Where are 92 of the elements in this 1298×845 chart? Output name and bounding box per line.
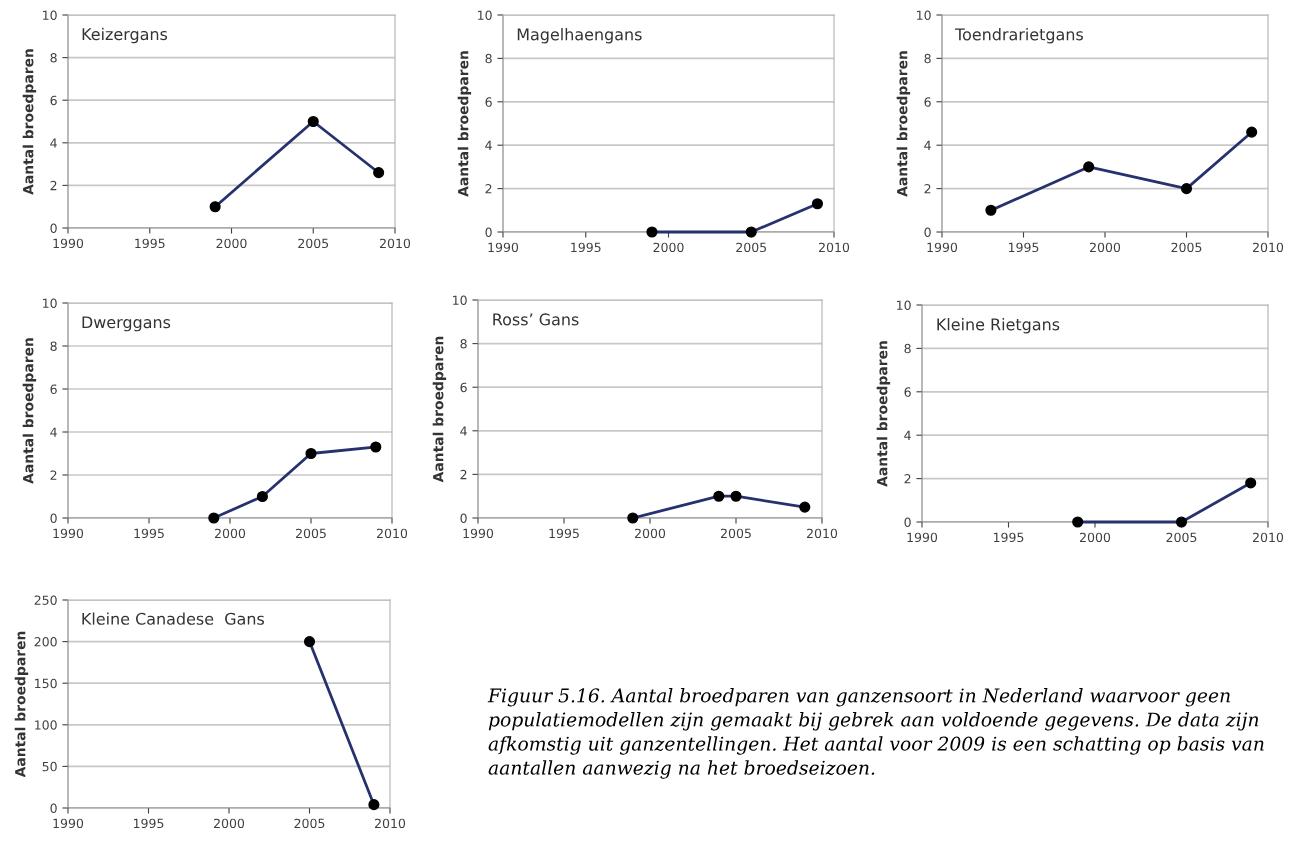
y-tick-label: 0 — [904, 517, 911, 527]
y-axis-title: Aantal broedparen — [876, 341, 891, 487]
x-tick-label: 1990 — [927, 242, 958, 253]
x-tick-label: 1990 — [53, 238, 84, 249]
y-axis-title: Aantal broedparen — [22, 338, 37, 484]
y-tick-label: 250 — [34, 595, 57, 605]
x-tick-label: 1995 — [993, 532, 1024, 543]
x-tick-label: 2005 — [298, 238, 329, 249]
y-tick-label: 10 — [43, 10, 57, 20]
y-tick-label: 8 — [50, 53, 57, 63]
x-tick-label: 2010 — [1253, 242, 1284, 253]
y-tick-label: 2 — [485, 184, 492, 194]
y-tick-label: 4 — [50, 427, 57, 437]
y-tick-label: 6 — [50, 384, 57, 394]
x-tick-label: 2005 — [296, 528, 326, 539]
x-tick-label: 1995 — [133, 818, 164, 829]
y-tick-label: 8 — [50, 341, 57, 351]
y-tick-label: 8 — [485, 53, 492, 64]
y-tick-label: 100 — [35, 720, 57, 730]
y-tick-label: 4 — [924, 140, 931, 150]
x-tick-label: 2000 — [214, 818, 245, 829]
x-tick-label: 1995 — [549, 528, 579, 539]
x-tick-label: 2000 — [1090, 242, 1121, 253]
y-tick-label: 0 — [460, 513, 467, 523]
x-tick-label: 1995 — [134, 528, 164, 539]
y-axis-title: Aantal broedparen — [457, 51, 472, 197]
y-tick-label: 0 — [50, 803, 57, 813]
text: Keizergans — [82, 27, 168, 44]
x-tick-label: 2005 — [736, 242, 767, 253]
x-tick-label: 1995 — [135, 238, 165, 249]
x-tick-label: 2010 — [377, 528, 408, 539]
y-tick-label: 6 — [904, 387, 911, 397]
y-tick-label: 6 — [485, 97, 492, 107]
y-axis-title: Aantal broedparen — [14, 631, 29, 778]
y-tick-label: 10 — [897, 300, 911, 310]
x-tick-label: 1990 — [488, 242, 519, 253]
y-tick-label: 0 — [50, 223, 57, 233]
y-tick-label: 2 — [924, 184, 931, 194]
y-axis-title: Aantal broedparen — [896, 51, 911, 197]
y-tick-label: 4 — [50, 138, 57, 148]
x-tick-label: 2010 — [375, 818, 406, 829]
text: Magelhaengans — [517, 28, 642, 44]
y-tick-label: 0 — [485, 227, 492, 237]
y-tick-label: 2 — [904, 474, 911, 484]
y-tick-label: 10 — [43, 298, 57, 308]
x-tick-label: 1990 — [53, 818, 84, 829]
y-axis-title: Aantal broedparen — [22, 49, 37, 195]
y-tick-label: 4 — [460, 426, 467, 436]
y-tick-label: 10 — [478, 10, 492, 20]
y-tick-label: 2 — [50, 180, 57, 191]
y-tick-label: 0 — [50, 513, 57, 523]
x-tick-label: 1990 — [907, 532, 938, 543]
x-tick-label: 2000 — [216, 238, 247, 249]
text: Ross’ Gans — [493, 313, 579, 326]
y-tick-label: 4 — [904, 430, 911, 440]
x-tick-label: 2005 — [721, 528, 751, 539]
y-tick-label: 10 — [453, 295, 467, 305]
y-tick-label: 2 — [460, 469, 467, 480]
x-tick-label: 2005 — [294, 818, 325, 829]
y-tick-label: 8 — [904, 343, 911, 354]
text: Kleine Rietgans — [937, 318, 1060, 334]
x-tick-label: 1995 — [1008, 242, 1039, 253]
x-tick-label: 2010 — [1253, 532, 1284, 543]
y-tick-label: 50 — [42, 761, 57, 772]
x-tick-label: 2010 — [380, 238, 411, 249]
x-tick-label: 1995 — [571, 242, 601, 253]
text: Toendrarietgans — [954, 28, 1083, 44]
x-tick-label: 2005 — [1166, 532, 1197, 543]
text: Kleine Canadese Gans — [82, 612, 265, 625]
y-tick-label: 4 — [485, 140, 492, 150]
text: Dwerggans — [82, 316, 171, 332]
y-tick-label: 6 — [924, 97, 931, 107]
y-tick-label: 8 — [460, 339, 467, 349]
x-tick-label: 2000 — [1080, 532, 1111, 543]
x-tick-label: 2000 — [215, 528, 246, 539]
x-tick-label: 2000 — [635, 528, 666, 539]
y-tick-label: 6 — [50, 95, 57, 106]
x-tick-label: 1990 — [463, 528, 494, 539]
x-tick-label: 2005 — [1171, 242, 1202, 253]
y-tick-label: 6 — [460, 382, 467, 393]
x-tick-label: 2010 — [819, 242, 850, 253]
x-tick-label: 2000 — [653, 242, 684, 253]
y-tick-label: 150 — [35, 678, 57, 689]
y-tick-label: 200 — [34, 637, 57, 647]
x-tick-label: 1990 — [53, 528, 84, 539]
y-axis-title: Aantal broedparen — [432, 336, 447, 483]
y-tick-label: 10 — [917, 10, 931, 20]
y-tick-label: 2 — [50, 470, 57, 480]
x-tick-label: 2010 — [807, 528, 838, 539]
text: Figuur 5.16. Aantal broedparen van ganzensoort in Nederland waarvoor geen populatiemodellen zijn gemaakt bij gebrek aan voldoende gegevens. De data zijn afkomstig uit ganzentellingen. Het aantal voor 2009 is een schatting op basis van aantallen aanwezig na het broedseizoen. — [487, 688, 1264, 779]
y-tick-label: 0 — [924, 227, 931, 237]
y-tick-label: 8 — [924, 53, 931, 64]
